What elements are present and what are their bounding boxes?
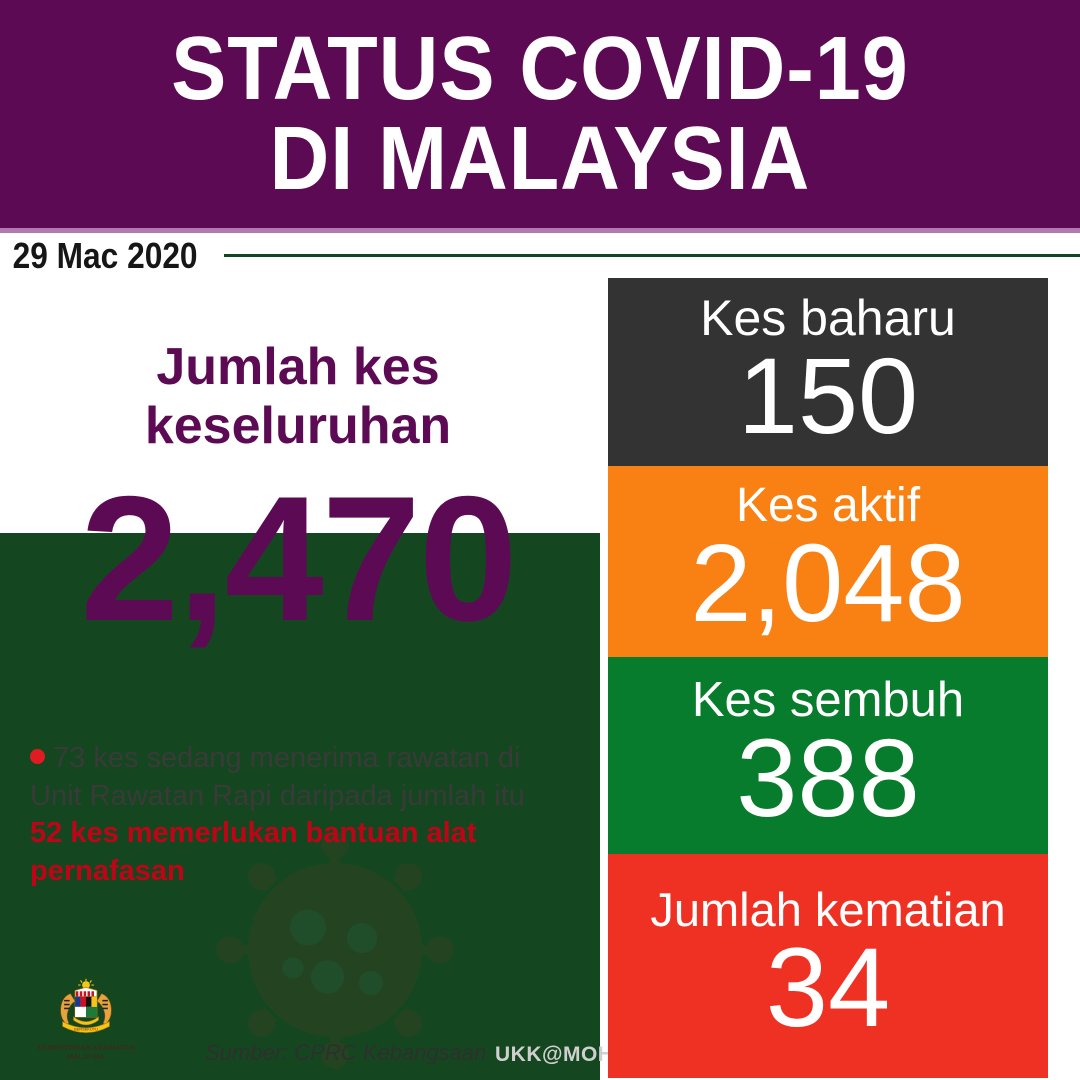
date-rule-left <box>0 533 600 1080</box>
total-label-line1: Jumlah kes <box>156 338 440 396</box>
recovered-cases-label: Kes sembuh <box>691 672 965 727</box>
icu-note-highlight: 52 kes memerlukan bantuan alat pernafasa… <box>30 817 477 888</box>
date-rule-right <box>224 254 1080 257</box>
ukk-moh-watermark: UKK@MOH <box>495 1043 614 1066</box>
date-text: 29 Mac 2020 <box>12 234 198 276</box>
new-cases-label: Kes baharu <box>700 289 956 346</box>
stat-panel-active-cases: Kes aktif 2,048 <box>608 466 1048 657</box>
header-banner: STATUS COVID-19 DI MALAYSIA <box>0 0 1080 228</box>
stat-panel-new-cases: Kes baharu 150 <box>608 278 1048 466</box>
deaths-label: Jumlah kematian <box>650 883 1006 937</box>
icu-note: 73 kes sedang menerima rawatan di Unit R… <box>30 740 550 891</box>
stat-panel-deaths: Jumlah kematian 34 <box>608 854 1048 1078</box>
deaths-value: 34 <box>765 925 891 1051</box>
bullet-dot-icon <box>30 749 45 765</box>
new-cases-value: 150 <box>737 334 919 456</box>
source-text: Sumber: CPRC Kebangsaan <box>205 1040 487 1065</box>
svg-text:BERSEKUTU: BERSEKUTU <box>74 1026 98 1031</box>
total-cases-label: Jumlah kes keseluruhan <box>0 338 596 457</box>
total-label-line2: keseluruhan <box>144 397 452 456</box>
logo-caption-line2: MALAYSIA <box>67 1054 105 1062</box>
moh-logo: BERSEKUTU KEMENTERIAN KESIHATAN MALAYSIA <box>36 978 136 1072</box>
malaysia-coat-of-arms-icon: BERSEKUTU <box>60 978 112 1033</box>
logo-caption: KEMENTERIAN KESIHATAN MALAYSIA <box>36 1044 136 1063</box>
total-cases-value: 2,470 <box>80 459 517 658</box>
recovered-cases-value: 388 <box>736 716 920 840</box>
active-cases-label: Kes aktif <box>735 479 921 533</box>
stat-panels: Kes baharu 150 Kes aktif 2,048 Kes sembu… <box>608 278 1048 1078</box>
page-title-line2: DI MALAYSIA <box>269 109 811 209</box>
logo-caption-line1: KEMENTERIAN KESIHATAN <box>37 1045 135 1052</box>
stat-panel-recovered-cases: Kes sembuh 388 <box>608 657 1048 854</box>
total-cases-block: Jumlah kes keseluruhan 2,470 73 kes seda… <box>0 300 600 1060</box>
page-title-line1: STATUS COVID-19 <box>171 18 909 119</box>
icu-note-plain: 73 kes sedang menerima rawatan di Unit R… <box>30 742 525 812</box>
date-row: 29 Mac 2020 <box>0 233 1080 1080</box>
active-cases-value: 2,048 <box>690 522 966 646</box>
header-underline <box>0 228 1080 233</box>
